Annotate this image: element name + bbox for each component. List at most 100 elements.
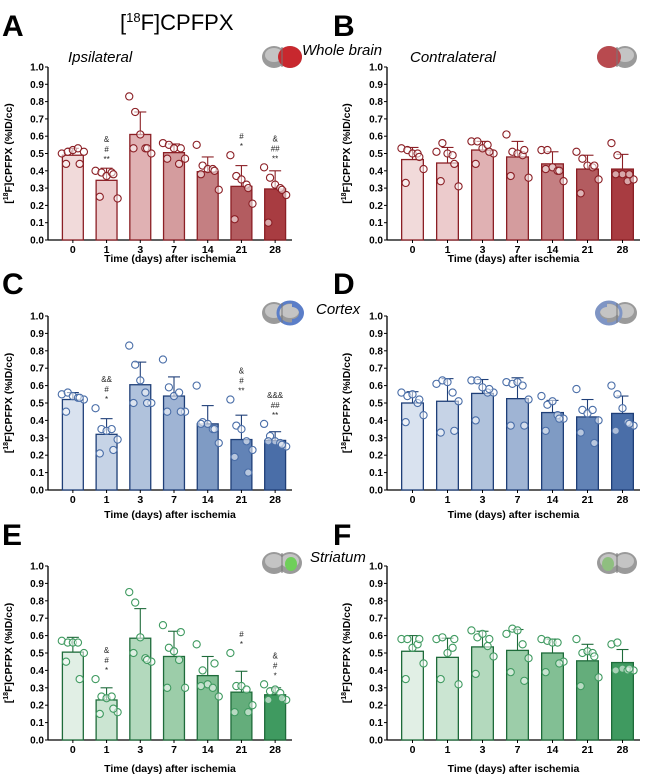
- y-axis-label-part: 18: [3, 692, 10, 700]
- data-point: [520, 676, 529, 685]
- y-tick-label: 0.8: [369, 97, 383, 108]
- data-point: [107, 424, 116, 434]
- data-point: [163, 407, 172, 416]
- significance-marker: &: [104, 646, 110, 655]
- y-tick-label: 0.4: [369, 166, 383, 177]
- x-tick-label: 3: [480, 744, 486, 756]
- bar: [435, 400, 459, 491]
- data-point: [541, 164, 550, 174]
- data-point: [485, 384, 494, 394]
- data-point: [125, 92, 134, 101]
- significance-marker: &: [104, 135, 110, 144]
- data-point: [180, 154, 190, 163]
- y-tick-label: 0.1: [369, 218, 383, 229]
- data-point: [588, 405, 597, 415]
- data-point: [611, 666, 620, 675]
- x-tick-label: 28: [269, 244, 281, 256]
- data-point: [576, 189, 585, 198]
- chart-panels: 0.00.10.20.30.40.50.60.70.80.91.0[18F]CP…: [3, 63, 640, 775]
- x-tick-label: 14: [202, 244, 214, 256]
- data-point: [485, 634, 494, 644]
- data-point: [210, 166, 219, 175]
- y-axis-label-part: [: [3, 200, 15, 204]
- panel-d: 0.0 0.1 0.2 0.3 0.4 0.5 0.6 0.7 0.8 0.9 1.0 [18F]CP…: [341, 312, 640, 521]
- data-point: [506, 667, 515, 677]
- y-tick-label: 0.9: [369, 80, 383, 91]
- brain-icon-striatum-ipsi: [262, 552, 302, 574]
- data-point: [129, 398, 138, 408]
- data-point: [248, 445, 257, 455]
- y-tick-label: 0.6: [369, 381, 383, 392]
- data-point: [95, 449, 104, 458]
- brain-shade: [616, 554, 634, 568]
- significance-marker: *: [240, 640, 243, 649]
- significance-marker: ##: [271, 401, 280, 410]
- bar: [435, 162, 459, 241]
- data-point: [502, 130, 511, 139]
- x-axis-label: Time (days) after ischemia: [104, 763, 236, 775]
- data-point: [471, 416, 480, 425]
- bar: [470, 392, 494, 491]
- data-point: [142, 144, 152, 153]
- data-point: [483, 140, 492, 149]
- y-axis-label-part: 18: [3, 192, 10, 200]
- data-point: [91, 674, 100, 684]
- data-point: [543, 145, 552, 155]
- x-tick-label: 14: [202, 744, 214, 756]
- x-tick-label: 1: [445, 494, 451, 506]
- data-point: [226, 395, 235, 404]
- y-axis-label: [18F]CPFPX (%ID/cc): [3, 353, 15, 454]
- data-point: [210, 659, 219, 668]
- x-tick-label: 1: [104, 244, 110, 256]
- x-tick-label: 28: [269, 494, 281, 506]
- y-tick-label: 0.2: [30, 451, 44, 462]
- y-axis-label-part: 18: [341, 442, 348, 450]
- x-tick-label: 7: [515, 244, 521, 256]
- data-point: [75, 393, 84, 402]
- data-point: [471, 669, 480, 679]
- data-point: [518, 381, 527, 390]
- y-tick-label: 0.2: [369, 451, 383, 462]
- data-point: [553, 638, 562, 647]
- x-tick-label: 3: [137, 494, 143, 506]
- data-point: [483, 641, 492, 651]
- y-tick-label: 0.5: [369, 399, 383, 410]
- data-point: [572, 147, 581, 156]
- y-tick-label: 0.9: [30, 579, 44, 590]
- panel-label-d: D: [333, 268, 355, 301]
- x-tick-label: 7: [515, 494, 521, 506]
- data-point: [467, 626, 476, 635]
- data-point: [176, 627, 185, 637]
- significance-marker: #: [104, 656, 109, 665]
- y-tick-label: 0.9: [369, 579, 383, 590]
- y-tick-label: 0.3: [369, 683, 383, 694]
- data-point: [131, 598, 140, 607]
- data-point: [607, 381, 616, 390]
- data-point: [192, 140, 201, 149]
- data-point: [230, 452, 239, 462]
- significance-marker: #: [104, 145, 109, 154]
- y-tick-label: 0.8: [369, 596, 383, 607]
- y-axis-label-part: [: [341, 449, 353, 453]
- x-tick-label: 28: [617, 494, 629, 506]
- bar: [541, 411, 565, 491]
- y-axis-label: [18F]CPFPX (%ID/cc): [341, 603, 353, 704]
- data-point: [419, 164, 428, 174]
- significance-marker: **: [238, 387, 244, 396]
- significance-marker: #: [239, 132, 244, 141]
- data-point: [436, 428, 445, 437]
- bar: [230, 438, 253, 491]
- data-point: [131, 360, 140, 369]
- data-point: [524, 173, 533, 182]
- x-tick-label: 21: [582, 744, 594, 756]
- data-point: [237, 175, 246, 184]
- data-point: [454, 397, 463, 406]
- data-point: [438, 633, 447, 642]
- data-point: [113, 194, 122, 203]
- y-tick-label: 0.2: [369, 201, 383, 212]
- data-point: [248, 199, 257, 208]
- data-point: [572, 384, 581, 394]
- brain-icon-whole-ipsi: [262, 46, 302, 68]
- data-point: [618, 404, 627, 413]
- data-point: [415, 152, 424, 162]
